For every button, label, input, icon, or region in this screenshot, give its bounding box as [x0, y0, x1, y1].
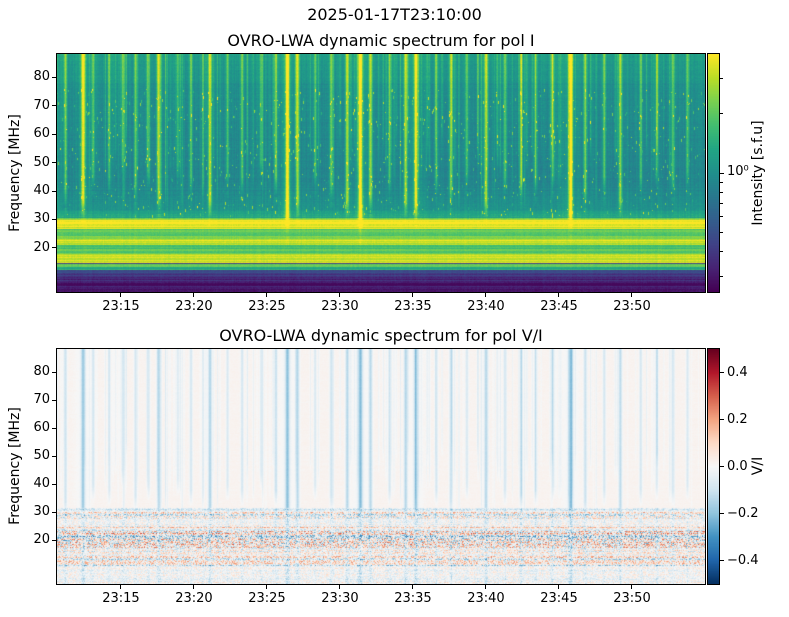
- panel1-y-tick: [52, 218, 56, 220]
- panel1-x-tick-label: 23:45: [540, 299, 578, 314]
- panel2-x-tick-label: 23:30: [321, 591, 359, 606]
- panel1-x-tick: [266, 293, 268, 297]
- panel2-x-tick: [485, 585, 487, 589]
- panel1-y-tick-label: 60: [33, 126, 50, 142]
- panel2-colorbar-label: V/I: [750, 456, 766, 476]
- panel2-y-tick: [52, 371, 56, 373]
- panel1-x-tick-label: 23:35: [394, 299, 432, 314]
- panel1-x-tick-label: 23:40: [467, 299, 505, 314]
- panel1-x-tick-label: 23:30: [321, 299, 359, 314]
- panel2-y-tick-label: 60: [33, 420, 50, 436]
- panel2-x-tick-label: 23:25: [248, 591, 286, 606]
- panel2-x-tick: [193, 585, 195, 589]
- panel1-x-tick: [485, 293, 487, 297]
- panel1-title: OVRO-LWA dynamic spectrum for pol I: [227, 31, 535, 50]
- panel1-y-tick: [52, 247, 56, 249]
- panel2-x-tick: [631, 585, 633, 589]
- panel2-x-tick: [266, 585, 268, 589]
- panel1-y-tick: [52, 190, 56, 192]
- panel1-y-tick: [52, 76, 56, 78]
- panel1-x-tick-label: 23:15: [102, 299, 140, 314]
- panel2-colorbar-tick-label: 0.0: [727, 458, 748, 474]
- panel2-colorbar-tick-label: −0.2: [727, 505, 759, 521]
- panel2-y-tick-label: 30: [33, 504, 50, 520]
- panel1-colorbar-minor-tick: [720, 113, 723, 114]
- panel1-colorbar-minor-tick: [720, 191, 723, 193]
- panel2-colorbar-tick-label: 0.2: [727, 411, 748, 427]
- panel2-x-tick: [412, 585, 414, 589]
- panel1-colorbar-tick-label: 10⁰: [727, 164, 749, 179]
- panel2-y-tick: [52, 539, 56, 541]
- panel2-colorbar-tick: [720, 513, 724, 514]
- panel1-y-tick-label: 50: [33, 154, 50, 170]
- panel1-y-tick: [52, 162, 56, 164]
- panel2-y-tick: [52, 427, 56, 429]
- panel2-y-tick: [52, 399, 56, 401]
- panel1-colorbar: [707, 53, 720, 293]
- panel1-colorbar-minor-tick: [720, 181, 723, 183]
- panel1-x-tick: [193, 293, 195, 297]
- panel1-colorbar-gradient: [708, 54, 719, 292]
- panel2-x-tick: [339, 585, 341, 589]
- panel1-x-tick: [558, 293, 560, 297]
- panel2-colorbar: [707, 348, 720, 585]
- panel1-x-tick-label: 23:50: [613, 299, 651, 314]
- panel1-y-tick-label: 80: [33, 69, 50, 85]
- figure-suptitle: 2025-01-17T23:10:00: [307, 5, 482, 24]
- panel1-colorbar-minor-tick: [720, 275, 723, 277]
- panel1-spectrogram-heatmap: [57, 54, 705, 292]
- panel2-x-tick-label: 23:50: [613, 591, 651, 606]
- panel2-axes: [56, 348, 706, 585]
- panel2-title: OVRO-LWA dynamic spectrum for pol V/I: [219, 326, 543, 345]
- panel2-y-tick-label: 70: [33, 392, 50, 408]
- panel1-colorbar-minor-tick: [720, 251, 723, 253]
- panel1-colorbar-minor-tick: [720, 216, 723, 218]
- panel1-x-tick: [631, 293, 633, 297]
- panel1-colorbar-minor-tick: [720, 232, 723, 233]
- panel2-y-tick: [52, 511, 56, 513]
- panel1-colorbar-minor-tick: [720, 203, 723, 205]
- panel2-colorbar-tick-label: −0.4: [727, 552, 759, 568]
- panel1-x-tick: [120, 293, 122, 297]
- panel2-x-tick-label: 23:15: [102, 591, 140, 606]
- panel2-x-tick-label: 23:40: [467, 591, 505, 606]
- panel2-y-tick: [52, 455, 56, 457]
- panel1-x-tick: [412, 293, 414, 297]
- panel1-y-tick-label: 20: [33, 239, 50, 255]
- panel2-colorbar-tick-label: 0.4: [727, 364, 748, 380]
- panel2-y-tick: [52, 483, 56, 485]
- panel2-y-tick-label: 40: [33, 476, 50, 492]
- panel1-x-tick: [339, 293, 341, 297]
- panel2-x-tick-label: 23:45: [540, 591, 578, 606]
- panel2-colorbar-tick: [720, 419, 724, 420]
- panel2-colorbar-gradient: [708, 349, 719, 584]
- panel2-y-tick-label: 80: [33, 364, 50, 380]
- panel1-axes: [56, 53, 706, 293]
- panel2-y-tick-label: 50: [33, 448, 50, 464]
- panel2-spectrogram-heatmap: [57, 349, 705, 584]
- panel2-colorbar-tick: [720, 560, 724, 561]
- panel1-y-tick: [52, 105, 56, 107]
- panel2-y-tick-label: 20: [33, 532, 50, 548]
- panel1-x-tick-label: 23:20: [175, 299, 213, 314]
- panel1-y-tick-label: 30: [33, 211, 50, 227]
- panel2-x-tick-label: 23:35: [394, 591, 432, 606]
- panel2-x-tick-label: 23:20: [175, 591, 213, 606]
- panel2-colorbar-tick: [720, 372, 724, 373]
- panel2-colorbar-tick: [720, 466, 724, 467]
- panel1-colorbar-major-tick: [720, 172, 724, 174]
- panel1-y-tick-label: 70: [33, 97, 50, 113]
- panel2-x-tick: [558, 585, 560, 589]
- panel1-y-tick-label: 40: [33, 183, 50, 199]
- panel2-x-tick: [120, 585, 122, 589]
- panel1-colorbar-minor-tick: [720, 78, 723, 80]
- panel1-y-tick: [52, 133, 56, 135]
- panel1-colorbar-label: Intensity [s.f.u]: [750, 120, 766, 226]
- panel1-x-tick-label: 23:25: [248, 299, 286, 314]
